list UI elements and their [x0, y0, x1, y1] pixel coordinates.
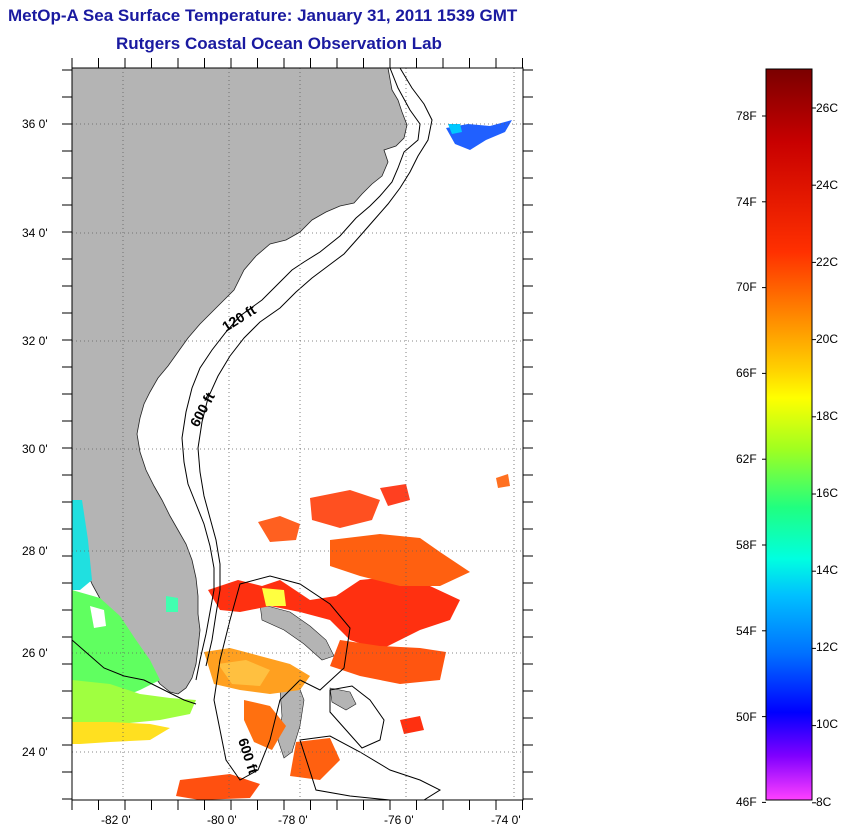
- lon-label-80: -80 0': [207, 813, 237, 827]
- map-subtitle: Rutgers Coastal Ocean Observation Lab: [116, 34, 442, 53]
- cb-f-50: 50F: [736, 710, 757, 724]
- latitude-labels: 36 0' 34 0' 32 0' 30 0' 28 0' 26 0' 24 0…: [22, 117, 48, 759]
- map-area: 120 ft 600 ft 600 ft: [72, 68, 523, 800]
- contour-600ft: [197, 68, 433, 667]
- cb-c-8: 8C: [816, 795, 832, 809]
- cb-f-54: 54F: [736, 624, 757, 638]
- cb-c-12: 12C: [816, 640, 838, 654]
- cb-c-14: 14C: [816, 563, 838, 577]
- cb-f-74: 74F: [736, 195, 757, 209]
- cb-c-18: 18C: [816, 409, 838, 423]
- cb-c-24: 24C: [816, 178, 838, 192]
- lat-label-36: 36 0': [22, 117, 48, 131]
- map-title: MetOp-A Sea Surface Temperature: January…: [8, 6, 518, 25]
- contour-bahamas-3: [299, 735, 442, 800]
- cb-c-20: 20C: [816, 332, 838, 346]
- axis-ticks: [62, 58, 533, 810]
- cb-c-26: 26C: [816, 101, 838, 115]
- lon-label-76: -76 0': [384, 813, 414, 827]
- cb-f-70: 70F: [736, 280, 757, 294]
- cb-c-22: 22C: [816, 255, 838, 269]
- colorbar: 78F 74F 70F 66F 62F 58F 54F 50F 46F 26C …: [736, 68, 838, 809]
- colorbar-scale: [765, 68, 813, 801]
- lon-label-82: -82 0': [101, 813, 131, 827]
- sst-patches: [72, 120, 512, 800]
- contour-bahamas-2: [329, 685, 385, 749]
- cb-f-78: 78F: [736, 109, 757, 123]
- contour-120ft: [181, 68, 421, 681]
- bahamas-island-3: [329, 687, 357, 711]
- colorbar-ticks: [762, 107, 816, 804]
- lat-label-24: 24 0': [22, 745, 48, 759]
- cb-c-10: 10C: [816, 717, 838, 731]
- contour-bahamas-1: [213, 575, 351, 781]
- lat-label-34: 34 0': [22, 226, 48, 240]
- lat-label-30: 30 0': [22, 442, 48, 456]
- lat-label-28: 28 0': [22, 544, 48, 558]
- bahamas-island-1: [259, 603, 335, 661]
- lon-label-78: -78 0': [278, 813, 308, 827]
- cb-c-16: 16C: [816, 486, 838, 500]
- cb-f-46: 46F: [736, 795, 757, 809]
- cb-f-58: 58F: [736, 538, 757, 552]
- lon-label-74: -74 0': [491, 813, 521, 827]
- contour-gulf: [72, 639, 197, 705]
- cb-f-62: 62F: [736, 452, 757, 466]
- land-mass-us-southeast: [72, 68, 408, 695]
- cb-f-66: 66F: [736, 366, 757, 380]
- longitude-labels: -82 0' -80 0' -78 0' -76 0' -74 0': [101, 813, 521, 827]
- lat-label-26: 26 0': [22, 646, 48, 660]
- lat-label-32: 32 0': [22, 334, 48, 348]
- map-frame: [71, 67, 524, 801]
